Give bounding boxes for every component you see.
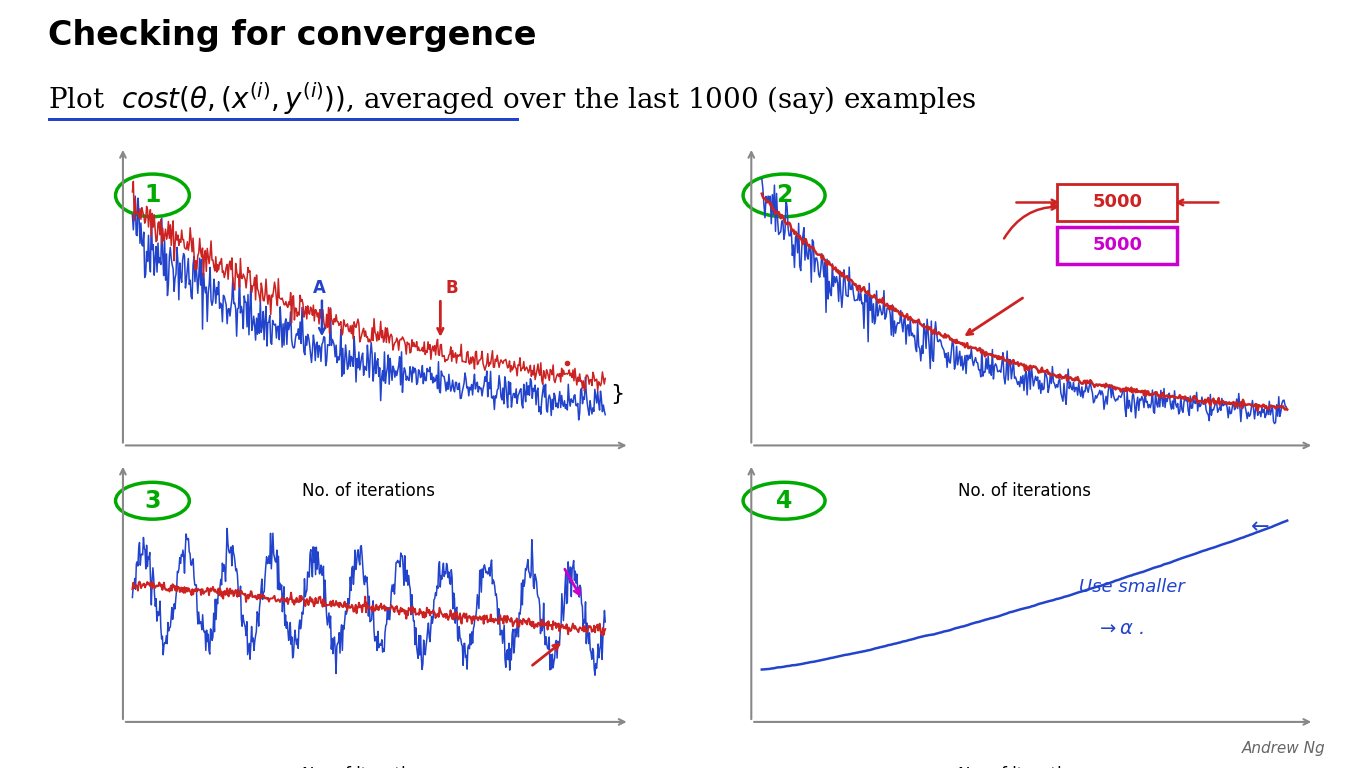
Text: $\rightarrow\alpha$ .: $\rightarrow\alpha$ . (1096, 619, 1145, 638)
FancyBboxPatch shape (1057, 184, 1177, 221)
Text: 5000: 5000 (1093, 236, 1142, 254)
FancyBboxPatch shape (1057, 227, 1177, 263)
Text: A: A (313, 279, 325, 296)
Text: 4: 4 (776, 488, 792, 513)
Text: Plot  $cost(\theta, (x^{(i)}, y^{(i)}))$, averaged over the last 1000 (say) exam: Plot $cost(\theta, (x^{(i)}, y^{(i)}))$,… (48, 81, 977, 118)
Text: ←: ← (1251, 517, 1270, 537)
Text: 1: 1 (145, 184, 161, 207)
Text: 3: 3 (145, 488, 161, 513)
Text: Andrew Ng: Andrew Ng (1242, 741, 1325, 756)
Text: Checking for convergence: Checking for convergence (48, 19, 537, 52)
Text: Use smaller: Use smaller (1079, 578, 1184, 596)
Text: No. of iterations: No. of iterations (958, 482, 1091, 501)
Text: B: B (445, 280, 458, 297)
Text: 2: 2 (776, 184, 792, 207)
Text: 5000: 5000 (1093, 194, 1142, 211)
Text: No. of iterations: No. of iterations (302, 766, 436, 768)
Text: No. of iterations: No. of iterations (302, 482, 436, 501)
Text: }: } (611, 384, 624, 404)
Text: No. of iterations: No. of iterations (958, 766, 1091, 768)
